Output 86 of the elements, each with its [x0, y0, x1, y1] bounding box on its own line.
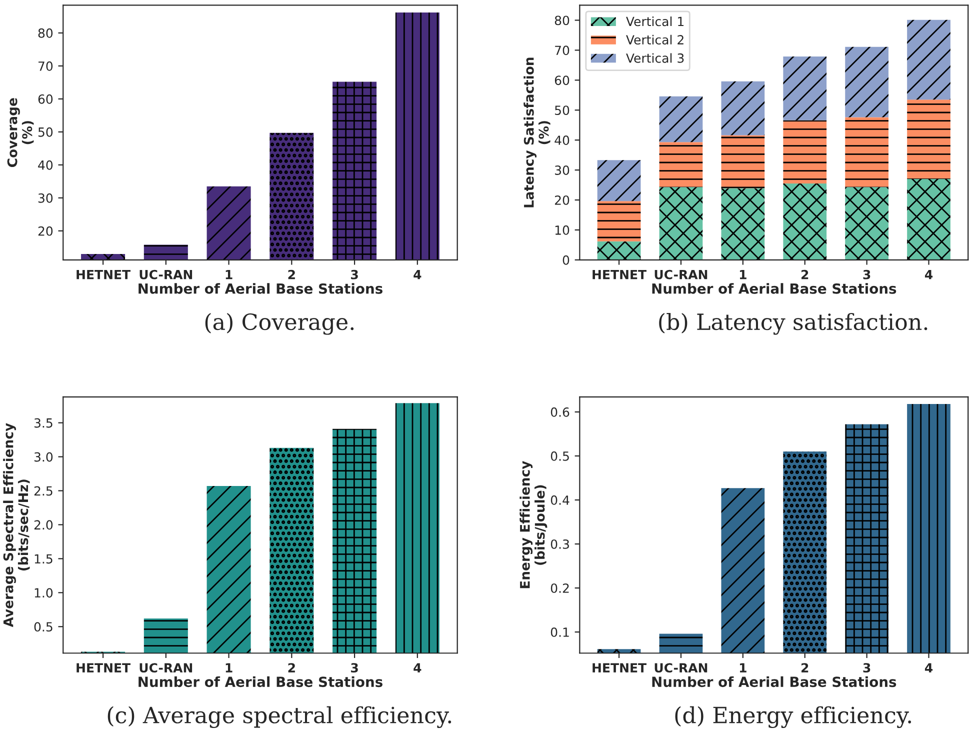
y-tick-label: 1.5 — [34, 554, 52, 564]
x-tick-label: 1 — [226, 663, 232, 672]
y-tick-label: 40 — [38, 160, 53, 170]
y-tick-label: 10 — [555, 225, 570, 235]
bar — [907, 100, 950, 180]
bar — [783, 184, 827, 260]
bar — [783, 56, 827, 120]
bar — [597, 241, 641, 260]
x-tick-label: UC-RAN — [654, 663, 708, 673]
y-tick-label: 40 — [554, 136, 570, 145]
bar — [597, 201, 641, 242]
x-axis-title: Number of Aerial Base Stations — [652, 676, 896, 688]
x-tick-label: 2 — [802, 270, 808, 280]
y-axis-title: Average Spectral Efficiency (bits/sec/Hz) — [3, 423, 30, 628]
y-tick-label: 0.5 — [34, 622, 52, 632]
y-tick-label: 20 — [38, 226, 53, 236]
x-tick-label: 3 — [351, 663, 358, 673]
y-tick-label: 0.1 — [550, 627, 569, 637]
x-tick-label: HETNET — [592, 663, 646, 672]
x-tick-label: HETNET — [76, 270, 130, 280]
text: (a) Coverage. — [205, 312, 354, 335]
x-axis-title: Number of Aerial Base Stations — [138, 283, 382, 294]
text: (b) Latency satisfaction. — [659, 312, 928, 335]
legend-label: Vertical 1 — [626, 16, 684, 26]
bar — [721, 81, 765, 136]
x-tick-label: 4 — [414, 663, 422, 672]
legend-label: Vertical 2 — [626, 34, 684, 45]
y-axis-title: Latency Satisfaction (%) — [524, 58, 550, 208]
y-tick-label: 30 — [38, 193, 53, 203]
y-tick-label: 70 — [38, 61, 53, 71]
y-axis-title: Energy Efficiency (bits/Joule) — [520, 460, 548, 588]
y-tick-label: 3.5 — [34, 418, 52, 428]
y-tick-label: 0.2 — [550, 583, 569, 593]
x-tick-label: 3 — [863, 270, 870, 280]
text: (d) Energy efficiency. — [675, 706, 912, 728]
x-tick-label: HETNET — [76, 663, 130, 672]
y-tick-label: 60 — [38, 94, 53, 104]
bar — [845, 117, 888, 188]
text: (c) Average spectral efficiency. — [108, 706, 452, 728]
y-tick-label: 20 — [554, 195, 570, 205]
bar — [907, 20, 950, 100]
y-tick-label: 0.3 — [550, 539, 569, 549]
x-tick-label: 4 — [924, 270, 933, 280]
y-tick-label: 80 — [554, 16, 570, 26]
x-tick-label: UC-RAN — [654, 270, 708, 280]
y-tick-label: 2.5 — [34, 486, 52, 496]
y-tick-label: 0 — [562, 255, 570, 265]
x-tick-label: 1 — [740, 270, 746, 280]
x-tick-label: 4 — [924, 663, 933, 672]
bar — [721, 188, 765, 260]
x-axis-title: Number of Aerial Base Stations — [138, 676, 382, 688]
y-tick-label: 0.5 — [550, 451, 569, 461]
x-tick-label: UC-RAN — [140, 663, 192, 673]
x-tick-label: 4 — [414, 270, 422, 280]
y-tick-label: 0.4 — [550, 495, 570, 505]
x-tick-label: 3 — [351, 270, 358, 280]
bar — [659, 142, 703, 188]
x-tick-label: 3 — [863, 663, 870, 673]
x-tick-label: 1 — [740, 663, 746, 672]
y-tick-label: 1.0 — [34, 588, 53, 598]
y-tick-label: 80 — [38, 28, 53, 38]
bar — [721, 135, 765, 188]
bar — [907, 179, 950, 260]
x-tick-label: 2 — [288, 270, 295, 280]
x-tick-label: 2 — [802, 663, 808, 672]
y-tick-label: 30 — [555, 165, 570, 175]
bar — [783, 120, 827, 184]
y-tick-label: 50 — [555, 106, 570, 116]
y-tick-label: 0.6 — [550, 407, 570, 417]
x-tick-label: HETNET — [592, 270, 646, 280]
x-tick-label: UC-RAN — [140, 270, 192, 280]
y-tick-label: 2.0 — [34, 520, 53, 530]
y-tick-label: 60 — [554, 76, 570, 86]
y-tick-label: 3.0 — [34, 452, 53, 462]
y-axis-title: Coverage (%) — [7, 98, 34, 167]
x-axis-title: Number of Aerial Base Stations — [652, 283, 896, 294]
legend-label: Vertical 3 — [626, 53, 684, 63]
bar — [845, 187, 888, 260]
bar — [659, 187, 703, 260]
x-tick-label: 2 — [288, 663, 295, 672]
y-tick-label: 70 — [555, 46, 570, 56]
bar — [659, 96, 703, 142]
y-tick-label: 50 — [38, 127, 53, 137]
x-tick-label: 1 — [226, 270, 232, 280]
bar — [597, 160, 641, 202]
bar — [845, 46, 888, 118]
